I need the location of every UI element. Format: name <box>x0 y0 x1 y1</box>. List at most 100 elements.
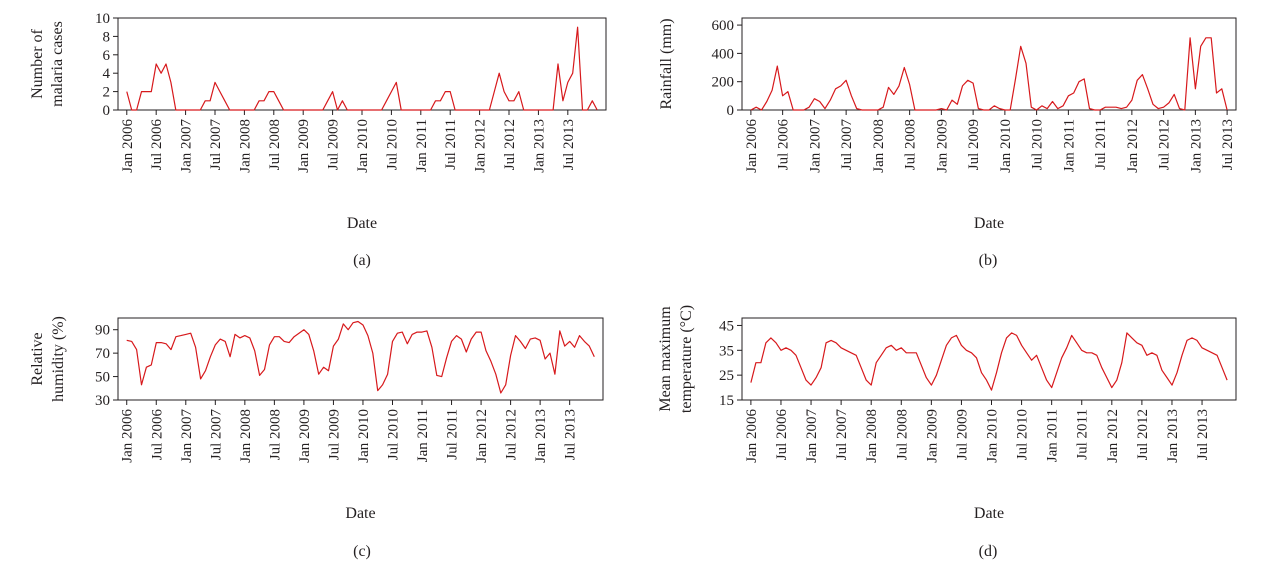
x-tick-label: Jan 2008 <box>238 409 254 463</box>
x-tick-label: Jul 2011 <box>1093 119 1109 170</box>
x-tick-label: Jan 2010 <box>356 409 372 463</box>
plot-frame <box>117 17 607 111</box>
x-tick-label: Jan 2010 <box>998 119 1014 173</box>
y-tick-label: 30 <box>95 393 110 409</box>
x-tick-label: Jul 2008 <box>894 409 910 460</box>
x-tick-label: Jan 2013 <box>531 119 547 173</box>
series-line <box>126 26 598 111</box>
x-axis-title: Date <box>974 505 1004 522</box>
x-tick-label: Jul 2012 <box>1157 119 1173 170</box>
x-tick-label: Jul 2011 <box>443 119 459 170</box>
x-tick-label: Jan 2007 <box>804 409 820 463</box>
panel-caption: (c) <box>353 543 371 560</box>
x-tick-label: Jul 2006 <box>149 119 165 171</box>
x-tick-label: Jul 2011 <box>445 409 461 460</box>
x-tick-label: Jan 2012 <box>474 409 490 463</box>
x-tick-label: Jan 2013 <box>533 409 549 463</box>
y-tick-label: 45 <box>719 318 734 334</box>
panel-caption: (a) <box>353 252 371 269</box>
x-tick-label: Jul 2007 <box>839 119 855 171</box>
x-tick-label: Jul 2011 <box>1075 409 1091 460</box>
x-tick-label: Jan 2008 <box>864 409 880 463</box>
x-tick-label: Jan 2009 <box>296 119 312 173</box>
x-tick-label: Jul 2007 <box>834 409 850 461</box>
x-tick-label: Jan 2011 <box>414 119 430 172</box>
y-tick-label: 70 <box>95 346 110 362</box>
x-tick-label: Jul 2009 <box>326 119 342 170</box>
y-tick-label: 15 <box>719 393 734 409</box>
y-tick-label: 8 <box>103 29 111 45</box>
chart-panel-b: 0 200 400 600 Jan 2006 Jul 2006 Jan 2007 Jul 20… <box>658 17 1237 269</box>
x-tick-label: Jan 2012 <box>473 119 489 173</box>
series-line <box>126 320 595 394</box>
y-axis-title: humidity (%) <box>50 316 67 402</box>
x-tick-label: Jul 2008 <box>267 119 283 170</box>
panel-caption: (b) <box>979 252 998 269</box>
x-tick-label: Jan 2011 <box>415 409 431 462</box>
x-tick-label: Jul 2013 <box>1220 119 1236 170</box>
x-axis-title: Date <box>347 215 377 232</box>
x-tick-label: Jan 2007 <box>807 119 823 173</box>
chart-panel-c: 30 50 70 90 Jan 2006 Jul 2006 Jan 2007 Jul 2007… <box>29 316 604 560</box>
chart-panel-a: 0 2 4 6 8 10 Jan 2006 Jul 2006 Jan 2007 Jul 2007 J… <box>29 11 607 269</box>
x-tick-label: Jan 2007 <box>179 119 195 173</box>
x-tick-label: Jan 2007 <box>179 409 195 463</box>
y-axis-title: Mean maximum <box>657 306 674 412</box>
x-tick-label: Jul 2012 <box>1135 409 1151 460</box>
x-tick-label: Jul 2006 <box>776 119 792 171</box>
y-tick-label: 6 <box>103 48 111 64</box>
y-tick-label: 0 <box>103 103 111 119</box>
x-tick-label: Jan 2009 <box>934 119 950 173</box>
x-tick-label: Jan 2010 <box>355 119 371 173</box>
x-tick-label: Jul 2010 <box>1015 409 1031 460</box>
x-tick-label: Jul 2010 <box>385 409 401 460</box>
x-tick-label: Jan 2011 <box>1045 409 1061 462</box>
x-tick-label: Jan 2006 <box>744 119 760 173</box>
x-tick-label: Jul 2008 <box>267 409 283 460</box>
x-tick-label: Jan 2006 <box>120 409 136 463</box>
x-tick-label: Jul 2009 <box>326 409 342 460</box>
y-axis-title: Number of <box>29 28 46 98</box>
y-tick-label: 2 <box>103 85 111 101</box>
y-axis-title: temperature (°C) <box>678 305 695 413</box>
y-tick-label: 10 <box>95 11 110 27</box>
plot-frame <box>117 317 604 401</box>
y-axis-title: Rainfall (mm) <box>658 18 675 109</box>
x-tick-label: Jul 2007 <box>208 119 224 171</box>
x-tick-label: Jul 2009 <box>966 119 982 170</box>
y-tick-label: 90 <box>95 323 110 339</box>
y-tick-label: 50 <box>95 370 110 386</box>
x-tick-label: Jul 2008 <box>903 119 919 170</box>
x-tick-label: Jul 2010 <box>384 119 400 170</box>
x-tick-label: Jan 2006 <box>120 119 136 173</box>
x-tick-label: Jan 2010 <box>985 409 1001 463</box>
x-axis-title: Date <box>345 505 375 522</box>
chart-panel-d: 15 25 35 45 Jan 2006 Jul 2006 Jan 2007 Jul 2007… <box>657 305 1237 560</box>
x-tick-label: Jan 2009 <box>924 409 940 463</box>
panel-caption: (d) <box>979 543 998 560</box>
x-tick-label: Jul 2006 <box>774 409 790 461</box>
plot-frame <box>741 317 1237 401</box>
y-tick-label: 0 <box>727 103 735 119</box>
x-tick-label: Jul 2012 <box>502 119 518 170</box>
y-tick-label: 200 <box>712 75 735 91</box>
y-tick-label: 25 <box>719 368 734 384</box>
plot-frame <box>741 17 1237 111</box>
y-tick-label: 600 <box>712 18 735 34</box>
x-tick-label: Jul 2010 <box>1030 119 1046 170</box>
x-tick-label: Jan 2011 <box>1061 119 1077 172</box>
x-tick-label: Jul 2012 <box>504 409 520 460</box>
x-tick-label: Jul 2009 <box>954 409 970 460</box>
x-tick-label: Jul 2013 <box>561 119 577 170</box>
y-axis-title: malaria cases <box>49 21 66 107</box>
x-tick-label: Jan 2008 <box>871 119 887 173</box>
x-tick-label: Jul 2007 <box>208 409 224 461</box>
x-tick-label: Jan 2009 <box>297 409 313 463</box>
x-tick-label: Jan 2013 <box>1165 409 1181 463</box>
y-axis-title: Relative <box>29 332 46 385</box>
x-axis-title: Date <box>974 215 1004 232</box>
x-tick-label: Jan 2008 <box>237 119 253 173</box>
y-tick-label: 4 <box>103 66 111 82</box>
x-tick-label: Jul 2006 <box>149 409 165 461</box>
